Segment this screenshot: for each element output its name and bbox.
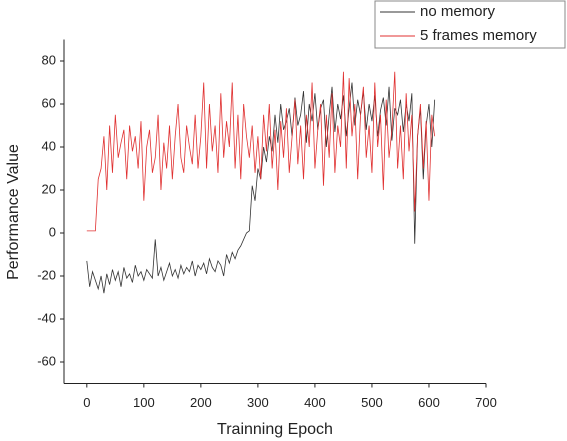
y-tick-label: 80 [42, 52, 56, 67]
y-tick-label: 0 [49, 224, 56, 239]
x-tick-label: 600 [418, 395, 440, 410]
y-tick-label: 60 [42, 95, 56, 110]
x-axis-title: Trainning Epoch [217, 421, 333, 438]
series-line [86, 82, 436, 294]
x-tick-label: 700 [475, 395, 497, 410]
x-tick-label: 400 [304, 395, 326, 410]
series-line [86, 71, 436, 232]
y-tick-label: -60 [37, 353, 56, 368]
legend-box [374, 0, 566, 49]
x-tick-label: 100 [133, 395, 155, 410]
legend-label: no memory [420, 3, 496, 20]
y-tick-label: 40 [42, 138, 56, 153]
legend-label: 5 frames memory [420, 27, 537, 44]
x-tick-label: 300 [247, 395, 269, 410]
y-tick-label: -40 [37, 310, 56, 325]
y-axis-title: Performance Value [5, 144, 22, 280]
y-tick-label: -20 [37, 267, 56, 282]
x-tick-label: 500 [361, 395, 383, 410]
y-tick-label: 20 [42, 181, 56, 196]
x-tick-label: 0 [83, 395, 90, 410]
x-tick-label: 200 [190, 395, 212, 410]
